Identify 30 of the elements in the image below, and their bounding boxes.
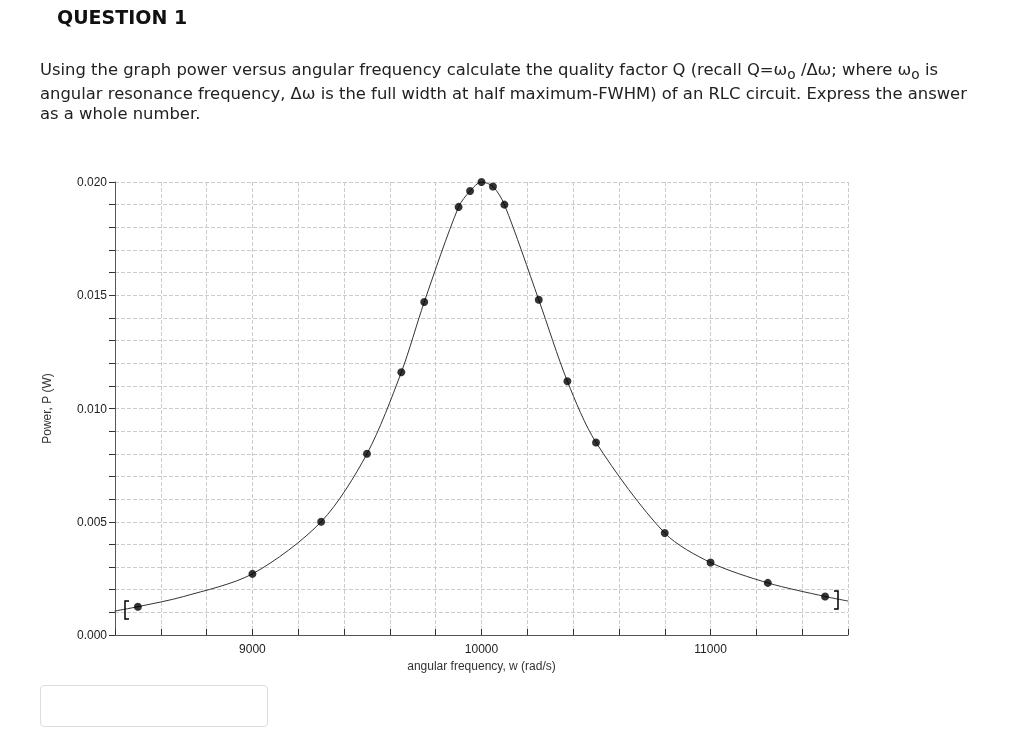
y-tick-label: 0.020 xyxy=(76,175,108,189)
point xyxy=(317,517,326,526)
point xyxy=(563,377,572,386)
y-tick-label: 0.015 xyxy=(76,288,108,303)
point xyxy=(477,178,486,186)
point xyxy=(397,368,406,377)
point xyxy=(500,200,509,209)
y-tick-label: 0.005 xyxy=(76,514,108,529)
y-axis-title: Power, P (W) xyxy=(40,373,54,444)
point xyxy=(454,202,463,211)
point xyxy=(362,449,371,458)
x-axis-title: angular frequency, w (rad/s) xyxy=(407,658,556,673)
y-tick-label: 0.010 xyxy=(76,401,108,416)
point xyxy=(420,298,429,307)
point xyxy=(248,569,257,578)
chart-subtitle: Using the graph power versus angular frequency calculate the quality factor Q (recall Q=ω$_{o}$ /Δω; where ω$_{o}$ is angular resonance frequency, Δω is the full width at half maximum-FWHM) of an RLC circuit. Express the answer as a whole number. xyxy=(40,60,968,125)
point xyxy=(592,438,601,447)
point xyxy=(821,592,830,601)
point xyxy=(466,187,475,196)
point xyxy=(133,602,142,611)
chart-title: QUESTION 1 xyxy=(57,6,188,28)
x-tick-label: 9000 xyxy=(239,642,267,656)
point xyxy=(763,578,772,587)
x-tick-label: 10000 xyxy=(464,642,499,656)
point xyxy=(660,529,669,538)
point xyxy=(706,558,715,567)
y-tick-label: 0.000 xyxy=(76,628,108,642)
x-tick-label: 11000 xyxy=(694,642,728,656)
point xyxy=(488,182,497,191)
point xyxy=(534,295,543,304)
